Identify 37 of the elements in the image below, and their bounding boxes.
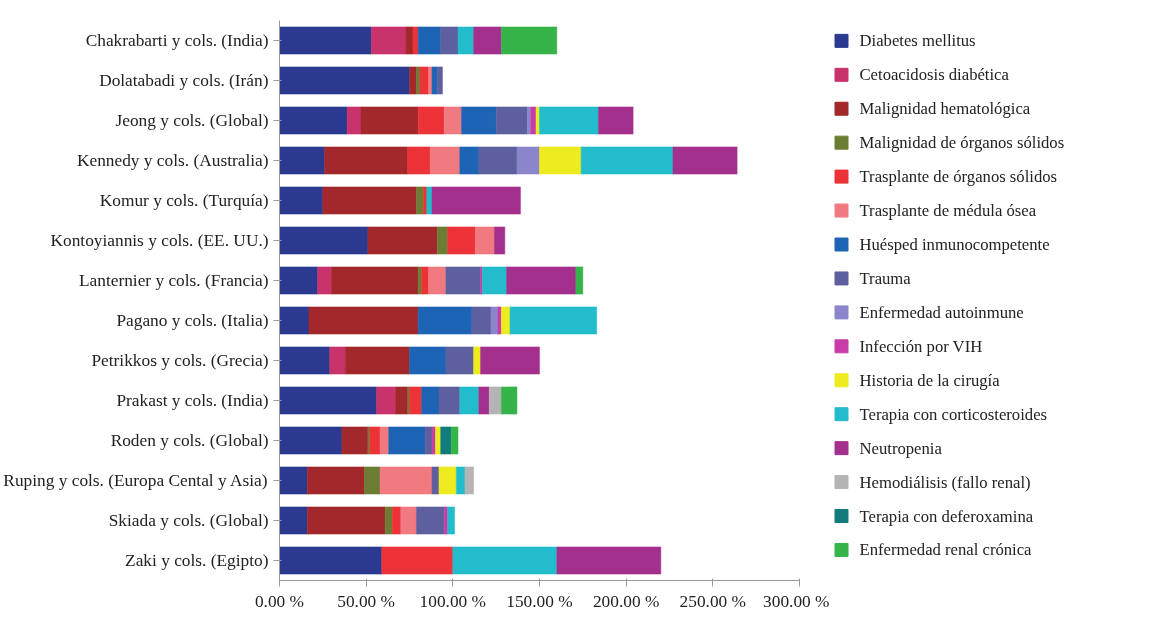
y-tick-label: Pagano y cols. (Italia)	[116, 311, 269, 330]
y-tick-label: Skiada y cols. (Global)	[108, 511, 269, 530]
x-tick-label: 150.00 %	[506, 591, 573, 611]
y-tick-label: Kontoyiannis y cols. (EE. UU.)	[50, 231, 269, 250]
y-tick-label: Dolatabadi y cols. (Irán)	[99, 71, 269, 90]
x-tick-label: 200.00 %	[592, 591, 660, 611]
legend-label: Hemodiálisis (fallo renal)	[859, 472, 1031, 492]
legend-label: Trasplante de órganos sólidos	[859, 167, 1058, 187]
legend-label: Neutropenia	[859, 438, 943, 458]
x-tick-label: 300.00 %	[763, 591, 830, 611]
legend-label: Diabetes mellitus	[859, 31, 976, 51]
y-tick-label: Chakrabarti y cols. (India)	[85, 31, 269, 50]
legend-label: Trauma	[859, 268, 912, 288]
legend-label: Malignidad de órganos sólidos	[859, 133, 1065, 153]
y-tick-label: Komur y cols. (Turquía)	[99, 191, 269, 210]
y-tick-label: Prakast y cols. (India)	[116, 391, 269, 410]
y-tick-label: Roden y cols. (Global)	[110, 431, 269, 450]
y-tick-label: Petrikkos y cols. (Grecia)	[91, 351, 269, 370]
y-tick-label: Zaki y cols. (Egipto)	[125, 551, 269, 570]
y-tick-label: Ruping y cols. (Europa Cental y Asia)	[3, 471, 268, 490]
legend-label: Terapia con corticosteroides	[859, 404, 1048, 424]
y-tick-label: Lanternier y cols. (Francia)	[78, 271, 269, 290]
legend-label: Cetoacidosis diabética	[859, 65, 1010, 85]
legend-label: Enfermedad autoinmune	[859, 302, 1024, 322]
legend-label: Historia de la cirugía	[859, 370, 1001, 390]
y-tick-label: Jeong y cols. (Global)	[115, 111, 269, 130]
legend-label: Trasplante de médula ósea	[859, 201, 1037, 221]
legend-label: Enfermedad renal crónica	[859, 540, 1033, 560]
x-tick-label: 0.00 %	[254, 591, 305, 611]
legend-label: Huésped inmunocompetente	[859, 235, 1050, 254]
x-tick-label: 100.00 %	[419, 591, 487, 611]
x-tick-label: 50.00 %	[337, 591, 396, 611]
x-tick-label: 250.00 %	[679, 591, 747, 611]
legend-label: Infección por VIH	[859, 336, 983, 356]
legend-label: Terapia con deferoxamina	[859, 506, 1034, 526]
legend-label: Malignidad hematológica	[859, 99, 1031, 119]
y-tick-label: Kennedy y cols. (Australia)	[76, 151, 269, 170]
